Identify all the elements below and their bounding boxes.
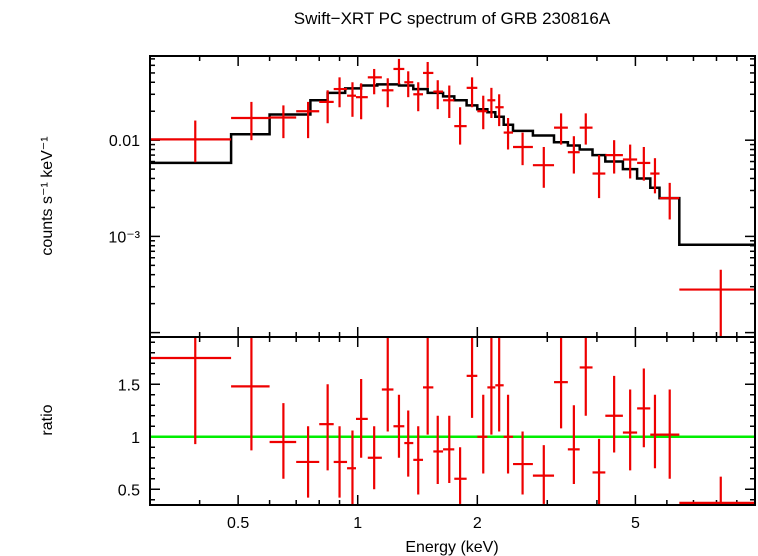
data-point [347, 82, 356, 117]
data-point [443, 85, 455, 119]
data-point [454, 447, 467, 504]
data-point [319, 90, 334, 124]
data-point [637, 146, 651, 181]
ratio-panel: 0.5 1 1.5 0.5 1 2 5 [118, 336, 756, 532]
data-point [495, 337, 504, 432]
data-point [637, 368, 651, 448]
data-point [622, 144, 638, 179]
data-point [503, 118, 514, 150]
data-point [269, 403, 297, 479]
data-point [433, 80, 444, 110]
data-point [567, 405, 580, 484]
data-point [231, 101, 270, 141]
data-point [679, 476, 755, 505]
data-point [466, 337, 478, 418]
data-point [404, 71, 414, 98]
data-point [513, 132, 533, 166]
y-tick-label: 1 [131, 430, 140, 447]
data-point [679, 269, 755, 337]
data-point [413, 82, 424, 112]
data-point [605, 140, 623, 174]
data-point [319, 384, 334, 471]
data-point [355, 83, 368, 120]
data-point [554, 337, 568, 429]
data-point [650, 394, 660, 469]
data-point [423, 337, 434, 435]
data-point [477, 95, 488, 130]
data-point [605, 375, 623, 453]
data-point [393, 394, 405, 458]
y-tick-label: 0.5 [118, 482, 140, 499]
x-tick-label: 5 [631, 515, 640, 532]
data-point [404, 410, 414, 477]
data-point [579, 337, 593, 416]
data-point [487, 87, 496, 119]
data-point [231, 337, 270, 451]
data-point [381, 337, 394, 432]
data-point [393, 58, 405, 85]
chart-title: Swift−XRT PC spectrum of GRB 230816A [294, 9, 611, 28]
data-point [554, 113, 568, 145]
panel-frame [149, 55, 756, 338]
data-point [433, 415, 444, 484]
data-point [477, 394, 488, 474]
data-point [487, 337, 496, 435]
y-axis-label-spectrum: counts s⁻¹ keV⁻¹ [39, 136, 56, 255]
x-axis-label: Energy (keV) [405, 539, 498, 556]
data-point [659, 389, 680, 479]
data-point [413, 426, 424, 495]
y-axis-label-ratio: ratio [39, 404, 56, 435]
data-point [579, 113, 593, 145]
y-tick-label: 1.5 [118, 377, 140, 394]
data-point [466, 77, 478, 108]
data-point [650, 158, 660, 194]
data-point [367, 68, 382, 95]
data-point [333, 426, 348, 498]
data-point [495, 94, 504, 127]
x-tick-label: 1 [353, 515, 362, 532]
data-point [423, 61, 434, 88]
data-point [592, 438, 606, 504]
data-point [532, 146, 555, 188]
panel-frame [149, 336, 756, 506]
data-point [269, 105, 297, 139]
data-point [150, 337, 232, 445]
data-point [347, 430, 356, 505]
data-point [513, 431, 533, 495]
data-point [532, 445, 555, 504]
data-point [150, 120, 232, 163]
data-point [454, 107, 467, 145]
data-point [296, 426, 320, 498]
data-point [296, 101, 320, 139]
y-tick-label: 0.01 [109, 133, 140, 150]
data-point [567, 136, 580, 174]
data-point [355, 379, 368, 458]
data-point [367, 426, 382, 490]
data-point [622, 389, 638, 471]
data-point [381, 78, 394, 108]
data-point [592, 155, 606, 199]
data-point [333, 77, 348, 108]
data-point [503, 394, 514, 474]
y-tick-label: 10⁻³ [108, 229, 140, 246]
data-point [659, 182, 680, 220]
data-point [443, 415, 455, 483]
x-tick-label: 2 [473, 515, 482, 532]
model-curve [150, 83, 755, 246]
x-tick-label: 0.5 [227, 515, 249, 532]
spectrum-panel: 0.01 10⁻³ [108, 55, 756, 338]
